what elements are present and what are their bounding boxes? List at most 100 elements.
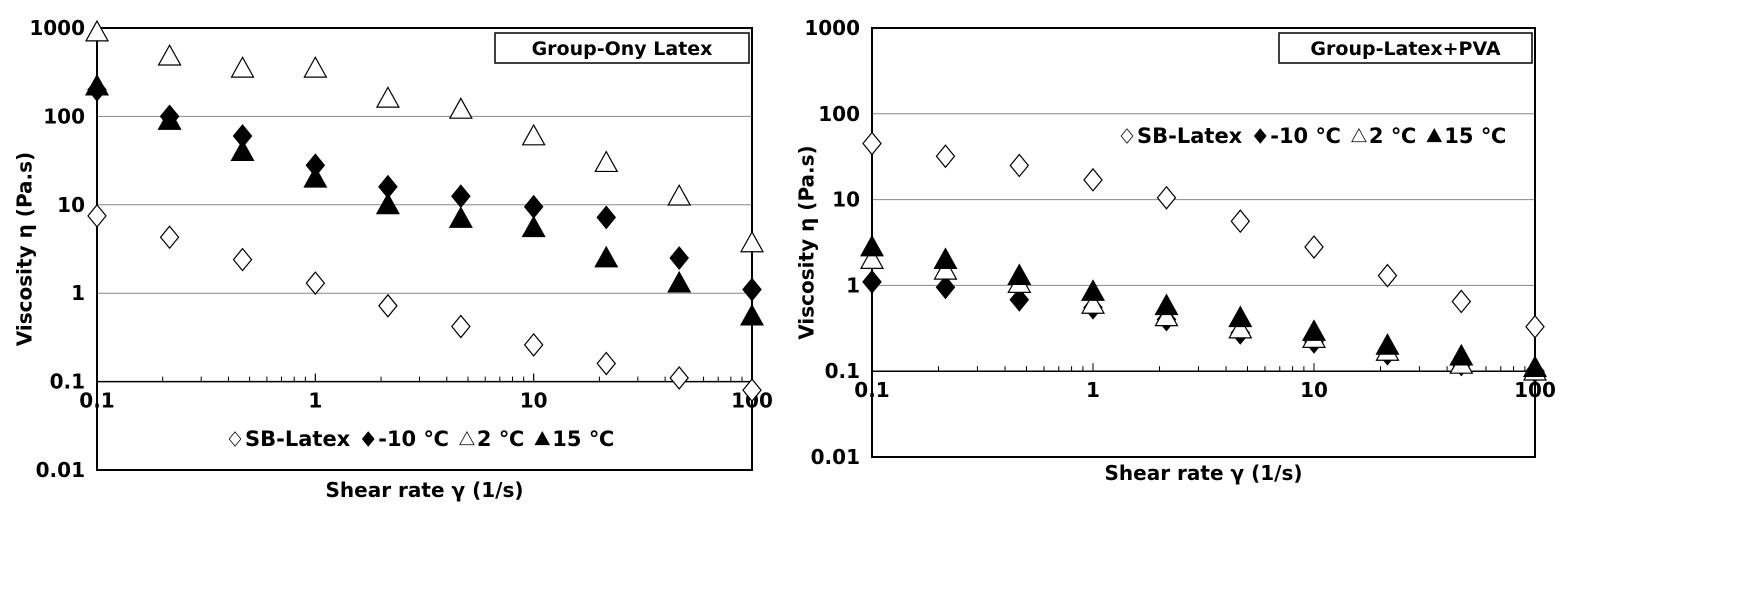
data-point: [1009, 287, 1030, 312]
chart-group-only-latex: 0.01 0.1 1 10 100 1000 0.1 1 10 100 Group-Ony La…: [13, 16, 773, 502]
data-point: [1525, 314, 1545, 339]
legend-marker: [228, 431, 242, 447]
data-point: [378, 293, 398, 318]
data-points: [859, 131, 1548, 384]
data-point: [1080, 292, 1106, 314]
grid-lines: [872, 113, 1535, 372]
data-point: [594, 150, 619, 173]
data-point: [1522, 355, 1548, 378]
legend-label: 15 ℃: [552, 427, 614, 451]
data-point: [448, 206, 473, 228]
data-point: [1228, 305, 1253, 328]
data-point: [596, 351, 617, 376]
legend-marker: [534, 431, 551, 446]
data-point: [935, 275, 956, 300]
data-point: [742, 277, 762, 302]
grid-lines: [97, 115, 752, 383]
y-tick-label: 0.01: [36, 458, 85, 482]
data-point: [667, 270, 692, 293]
series-triangle-filled: [859, 234, 1548, 378]
data-point: [1080, 279, 1106, 301]
data-point: [862, 269, 882, 294]
data-point: [933, 247, 958, 269]
y-tick-label: 0.1: [825, 359, 860, 383]
data-point: [1451, 289, 1472, 314]
data-point: [159, 225, 180, 250]
data-point: [1228, 316, 1253, 339]
data-point: [451, 184, 471, 209]
data-point: [742, 378, 762, 403]
data-point: [594, 245, 619, 268]
data-point: [862, 131, 882, 156]
y-tick-labels: 0.01 0.1 1 10 100 1000: [804, 16, 860, 469]
data-point: [451, 314, 471, 339]
chart-group-latex-pva: 0.01 0.1 1 10 100 1000 0.1 1 10 100 Group-Latex+…: [795, 16, 1556, 485]
data-point: [739, 303, 765, 326]
data-point: [1230, 209, 1251, 234]
y-tick-label: 10: [57, 193, 85, 217]
data-point: [375, 86, 400, 108]
data-point: [230, 56, 255, 78]
y-tick-label: 1000: [29, 16, 85, 40]
legend-marker: [459, 431, 475, 446]
x-axis-label: Shear rate γ (1/s): [1105, 461, 1303, 485]
legend-label: 2 ℃: [477, 427, 524, 451]
data-point: [448, 97, 473, 119]
series-diamond-filled: [862, 269, 1545, 384]
data-point: [521, 123, 546, 146]
legend-marker: [361, 431, 375, 447]
legend-marker: [1120, 128, 1134, 144]
data-point: [375, 192, 400, 215]
legend-label: 15 ℃: [1444, 124, 1506, 148]
legend-marker: [1351, 128, 1367, 143]
data-point: [669, 246, 689, 270]
legend-label: -10 ℃: [378, 427, 449, 451]
series-triangle-filled: [84, 73, 765, 326]
legend: SB-Latex -10 ℃ 2 ℃ 15 ℃: [228, 427, 614, 451]
x-tick-label: 10: [520, 389, 548, 413]
data-point: [521, 215, 546, 238]
x-tick-label: 0.1: [854, 378, 889, 402]
legend-marker: [1253, 128, 1267, 144]
data-point: [157, 108, 182, 130]
x-tick-label: 1: [1086, 378, 1100, 402]
x-tick-label: 1: [308, 389, 322, 413]
data-point: [84, 19, 110, 42]
data-point: [523, 332, 544, 357]
y-tick-label: 100: [43, 104, 85, 128]
data-point: [1007, 263, 1032, 286]
data-point: [84, 73, 110, 96]
series-diamond-filled: [87, 77, 762, 302]
series-diamond-open: [87, 203, 762, 403]
y-tick-label: 100: [818, 102, 860, 126]
data-point: [1156, 185, 1177, 210]
y-tick-label: 1: [846, 273, 860, 297]
x-minor-ticks: [96, 373, 753, 382]
data-point: [1154, 304, 1179, 327]
legend-label: -10 ℃: [1270, 124, 1341, 148]
data-point: [303, 56, 328, 78]
plot-frame: [96, 27, 753, 471]
title-box-frame: [1278, 32, 1533, 64]
series-diamond-open: [862, 131, 1545, 339]
title-box-frame: [494, 32, 750, 64]
y-tick-label: 0.1: [50, 370, 85, 394]
data-point: [1375, 333, 1400, 355]
data-point: [305, 271, 326, 296]
series-triangle-open: [84, 19, 765, 253]
y-tick-label: 10: [832, 188, 860, 212]
legend-marker: [1426, 128, 1443, 143]
plot-frame: [871, 27, 1536, 458]
data-point: [232, 247, 253, 272]
legend-label: 2 ℃: [1369, 124, 1416, 148]
y-tick-label: 1000: [804, 16, 860, 40]
data-point: [1377, 263, 1398, 288]
data-point: [87, 203, 107, 228]
chart-title: Group-Latex+PVA: [1310, 38, 1500, 60]
data-point: [523, 194, 544, 219]
x-minor-ticks: [871, 363, 1536, 372]
y-tick-labels: 0.01 0.1 1 10 100 1000: [29, 16, 85, 482]
data-point: [1154, 293, 1179, 316]
